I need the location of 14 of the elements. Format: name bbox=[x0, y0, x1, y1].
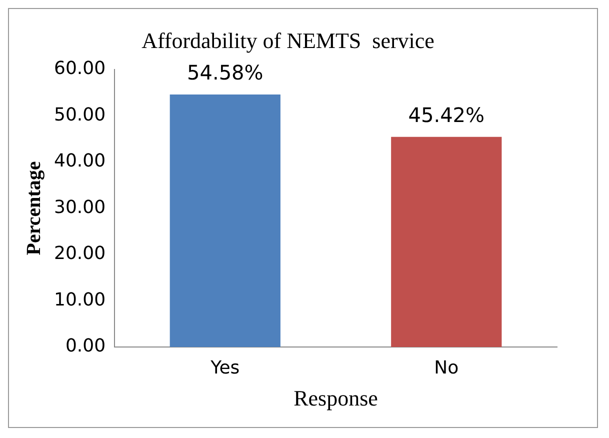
y-axis-title: Percentage bbox=[23, 161, 46, 256]
y-tick-label: 50.00 bbox=[54, 104, 106, 126]
y-tick-label: 10.00 bbox=[54, 289, 106, 310]
data-label: 54.58% bbox=[187, 60, 264, 85]
y-tick-label: 20.00 bbox=[54, 243, 106, 264]
y-tick-label: 30.00 bbox=[54, 196, 106, 218]
x-tick-label: No bbox=[434, 357, 459, 378]
x-tick-label: Yes bbox=[210, 357, 240, 378]
chart-title: Affordability of NEMTS service bbox=[142, 28, 434, 53]
y-tick-label: 0.00 bbox=[65, 336, 106, 357]
x-axis-title: Response bbox=[294, 386, 378, 411]
data-label: 45.42% bbox=[408, 103, 485, 128]
y-tick-label: 60.00 bbox=[54, 58, 106, 80]
y-tick-label: 40.00 bbox=[54, 150, 106, 172]
